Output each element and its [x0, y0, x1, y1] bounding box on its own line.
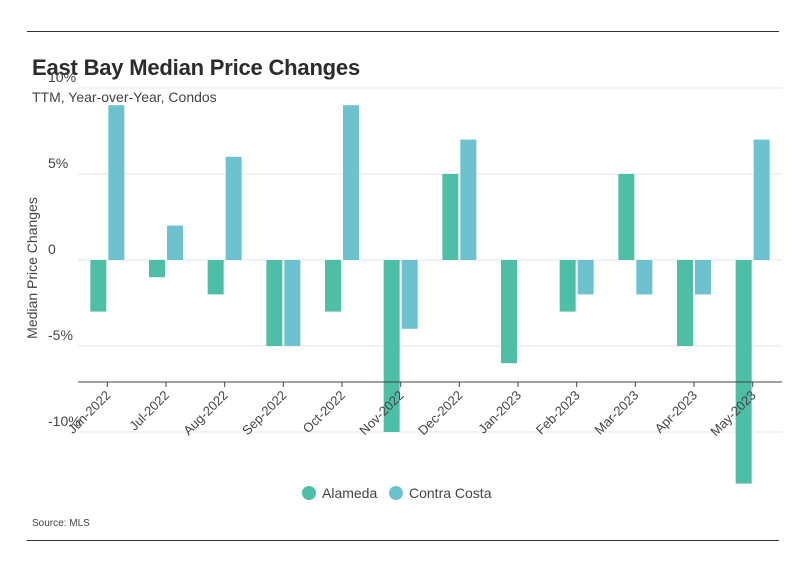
legend-marker-alameda [302, 486, 316, 500]
y-tick-labels: 10% 5% 0 -5% -10% [48, 69, 81, 429]
bar-alameda [266, 260, 283, 346]
bar-alameda [325, 260, 341, 312]
bar-alameda [677, 260, 693, 346]
bar-contra-costa [753, 139, 770, 260]
legend-marker-contra-costa [389, 486, 403, 500]
x-axis [78, 381, 782, 387]
bar-contra-costa [284, 260, 301, 346]
legend-label-alameda: Alameda [322, 485, 377, 501]
y-tick-label: 0 [48, 241, 56, 257]
x-tick-label: Mar-2023 [592, 388, 642, 438]
source-note: Source: MLS [32, 518, 90, 529]
chart-title: East Bay Median Price Changes [32, 55, 360, 80]
bar-alameda [207, 260, 224, 295]
bar-contra-costa [695, 260, 711, 295]
y-tick-label: 5% [48, 155, 68, 171]
x-tick-label: Dec-2022 [415, 388, 465, 438]
bar-contra-costa [343, 105, 359, 260]
bar-contra-costa [577, 260, 594, 295]
bars [90, 105, 770, 484]
bar-contra-costa [167, 225, 183, 260]
bar-alameda [559, 260, 576, 312]
bar-alameda [90, 260, 107, 312]
bar-alameda [735, 260, 752, 484]
chart-subtitle: TTM, Year-over-Year, Condos [32, 89, 217, 105]
bar-alameda [618, 174, 635, 260]
x-tick-label: Feb-2023 [533, 388, 583, 438]
bar-contra-costa [225, 156, 242, 260]
x-tick-label: Sep-2022 [239, 388, 289, 438]
y-axis-label: Median Price Changes [24, 197, 40, 339]
legend: Alameda Contra Costa [302, 485, 492, 501]
x-tick-label: Oct-2022 [300, 388, 348, 436]
bar-alameda [442, 174, 459, 260]
bar-alameda [501, 260, 517, 364]
x-tick-label: Apr-2023 [652, 388, 700, 436]
x-tick-label: Aug-2022 [180, 388, 230, 438]
y-tick-label: -5% [48, 327, 73, 343]
x-tick-label: Jul-2022 [126, 388, 172, 434]
bar-contra-costa [108, 105, 125, 260]
x-tick-label: Jan-2023 [475, 388, 524, 437]
gridlines [78, 87, 782, 433]
bar-alameda [383, 260, 400, 432]
bar-contra-costa [636, 260, 653, 295]
legend-label-contra-costa: Contra Costa [409, 485, 492, 501]
x-tick-labels: Jun-2022 Jul-2022 Aug-2022 Sep-2022 Oct-2022… [65, 388, 759, 439]
top-rule [27, 31, 779, 32]
y-tick-label: 10% [48, 69, 76, 85]
bottom-rule [27, 540, 779, 541]
x-tick-label: Jun-2022 [65, 388, 114, 437]
bar-contra-costa [401, 260, 418, 329]
bar-alameda [149, 260, 165, 278]
y-tick-label: -10% [48, 413, 81, 429]
bar-contra-costa [460, 139, 477, 260]
